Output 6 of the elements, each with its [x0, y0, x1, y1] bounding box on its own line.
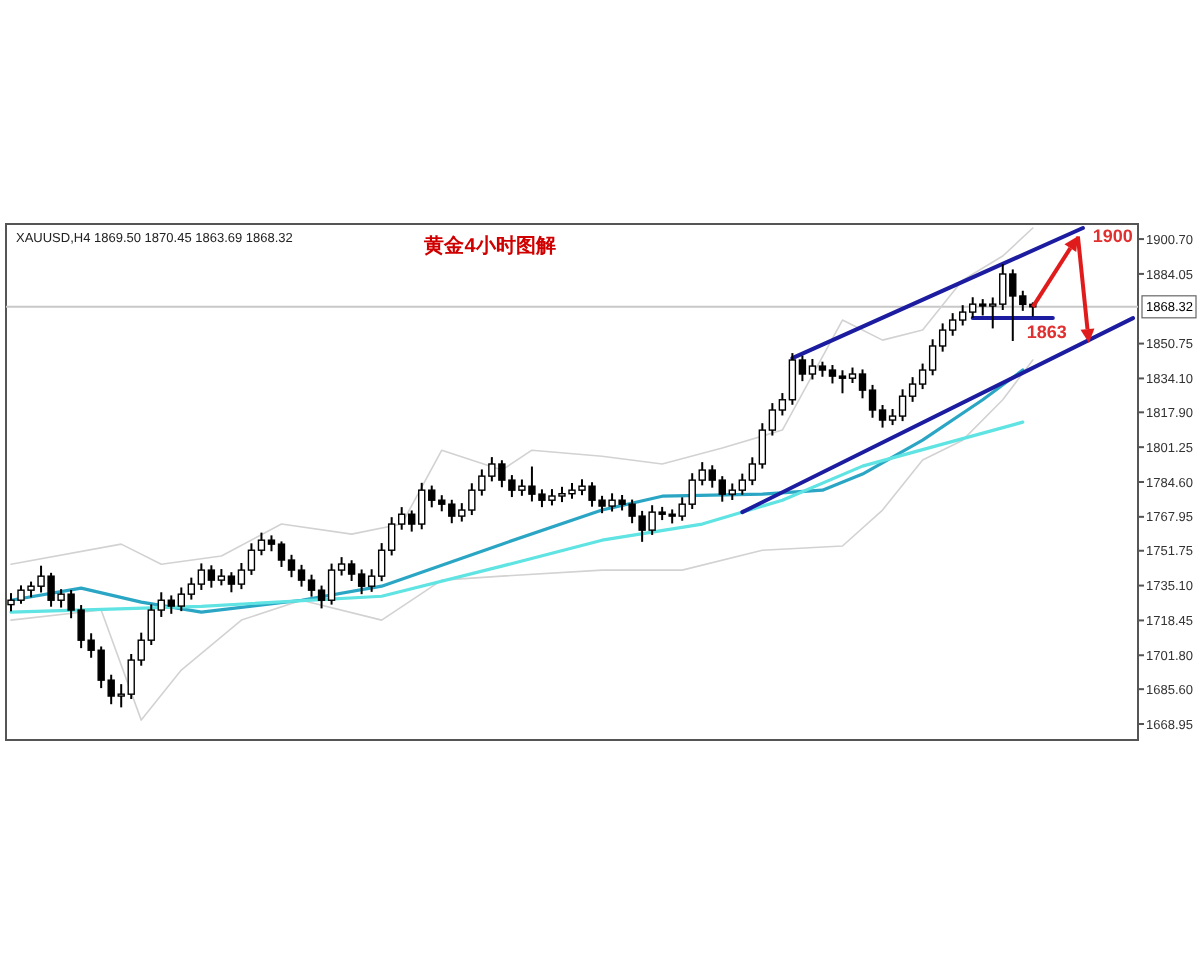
text: 黄金4小时图解	[422, 234, 556, 258]
annotation: 1900	[1092, 226, 1133, 246]
line-series	[9, 420, 1025, 614]
line-series	[10, 359, 1034, 721]
annotation: 1863	[1026, 322, 1067, 342]
line-series	[9, 368, 1025, 614]
